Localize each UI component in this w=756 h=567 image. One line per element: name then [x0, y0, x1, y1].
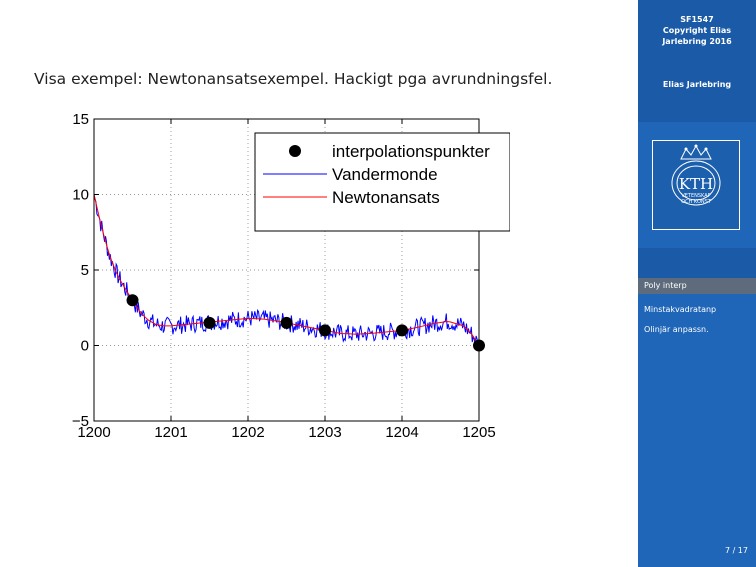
interpolation-point: [319, 324, 331, 337]
ticks-layer: 1200 1201 1202 1203 1204 1205 −5 0 5 10 15: [72, 111, 496, 441]
logo-text: KTH: [679, 175, 713, 193]
nav-item-poly-interp[interactable]: Poly interp: [638, 278, 756, 294]
interpolation-point: [126, 294, 139, 307]
kth-logo: KTH VETENSKAP OCH KONST: [652, 140, 740, 230]
y-tick-label: 0: [81, 338, 89, 355]
logo-sub-1: VETENSKAP: [681, 193, 710, 199]
legend-label: Newtonansats: [332, 188, 440, 207]
nav-item-minstakvadrat[interactable]: Minstakvadratanp: [644, 305, 717, 314]
y-tick-label: 15: [72, 111, 89, 128]
chart: 1200 1201 1202 1203 1204 1205 −5 0 5 10 15 interpo…: [72, 111, 510, 441]
kth-crown-icon: KTH VETENSKAP OCH KONST: [671, 144, 721, 206]
nav-band: [638, 248, 756, 278]
sidebar-header: SF1547 Copyright Elias Jarlebring 2016 E…: [638, 0, 756, 122]
interpolation-point: [396, 324, 408, 337]
page-number: 7 / 17: [724, 546, 748, 555]
course-code: SF1547: [680, 15, 714, 24]
legend-marker-points: [289, 145, 301, 157]
legend: interpolationspunkter Vandermonde Newtonan…: [254, 132, 510, 232]
course-title: SF1547 Copyright Elias Jarlebring 2016: [638, 14, 756, 47]
copyright-year: Jarlebring 2016: [662, 37, 732, 46]
interpolation-point: [280, 316, 293, 329]
legend-label: Vandermonde: [332, 165, 438, 184]
y-tick-label: 10: [72, 187, 89, 204]
x-tick-label: 1205: [462, 424, 495, 441]
interpolation-point: [203, 316, 216, 329]
sidebar: SF1547 Copyright Elias Jarlebring 2016 E…: [638, 0, 756, 567]
x-tick-label: 1201: [154, 424, 187, 441]
x-tick-label: 1200: [77, 424, 110, 441]
y-tick-label: −5: [72, 413, 89, 430]
x-tick-label: 1202: [231, 424, 264, 441]
y-tick-label: 5: [81, 262, 89, 279]
legend-label: interpolationspunkter: [332, 142, 490, 161]
copyright-line: Copyright Elias: [662, 26, 732, 35]
x-tick-label: 1203: [308, 424, 341, 441]
slide-text: Visa exempel: Newtonansatsexempel. Hacki…: [34, 70, 553, 88]
logo-sub-2: OCH KONST: [681, 199, 712, 205]
author-name: Elias Jarlebring: [662, 80, 732, 89]
x-tick-label: 1204: [385, 424, 418, 441]
nav-item-olinjar[interactable]: Olinjär anpassn.: [644, 325, 709, 334]
